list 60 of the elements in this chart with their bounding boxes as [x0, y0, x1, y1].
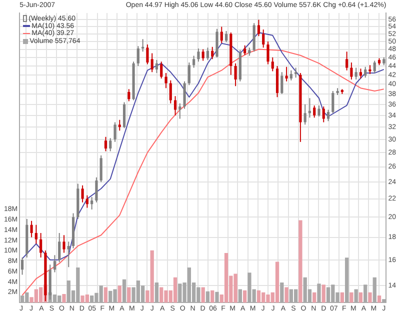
candlestick: [169, 80, 172, 104]
candlestick: [150, 52, 154, 73]
candlestick: [262, 29, 265, 48]
candlestick: [271, 56, 274, 72]
candlestick: [332, 90, 334, 114]
candlestick: [304, 104, 306, 126]
candlestick: [81, 184, 84, 203]
candlestick: [136, 46, 140, 66]
candlestick: [164, 72, 168, 89]
candlestick: [62, 234, 66, 254]
candlestick: [53, 254, 56, 273]
candlestick: [266, 40, 270, 65]
candlestick: [155, 59, 158, 74]
candlestick: [326, 109, 330, 122]
candlestick: [90, 196, 94, 210]
candlestick: [313, 104, 316, 118]
candlestick: [280, 72, 284, 95]
candlestick: [30, 220, 33, 238]
candlestick: [188, 62, 190, 86]
candlestick: [346, 51, 348, 71]
candlestick: [192, 55, 196, 68]
candlestick: [364, 66, 367, 78]
candlestick: [294, 67, 298, 78]
candlestick: [285, 66, 288, 82]
candlestick: [20, 256, 24, 276]
candlestick: [174, 96, 177, 116]
candlestick: [118, 119, 121, 132]
candlestick: [206, 47, 210, 60]
candlestick: [359, 68, 362, 80]
candlestick: [202, 48, 204, 62]
candlestick: [224, 30, 228, 43]
candlestick: [34, 224, 38, 244]
candlestick: [197, 48, 200, 62]
candlestick: [354, 67, 358, 80]
candlestick: [318, 104, 320, 117]
candlestick: [122, 102, 126, 129]
candlestick: [128, 88, 130, 102]
candlestick: [86, 194, 88, 208]
candlestick: [322, 106, 325, 123]
candlestick: [234, 62, 237, 87]
candlestick: [350, 62, 353, 80]
candlestick: [95, 176, 98, 203]
candlestick: [114, 122, 116, 142]
candlestick: [178, 102, 182, 120]
candlestick: [211, 46, 214, 60]
candlestick: [244, 44, 246, 56]
candlestick: [67, 241, 70, 268]
candlestick: [109, 138, 112, 152]
candlestick: [160, 61, 163, 80]
candlestick: [142, 38, 144, 52]
candlestick: [40, 232, 42, 258]
candlestick: [373, 60, 376, 74]
candlestick: [104, 136, 108, 152]
candlestick: [290, 70, 292, 81]
candlestick: [100, 154, 102, 183]
candlestick: [58, 232, 61, 263]
candlestick: [146, 44, 149, 65]
candlestick: [183, 80, 186, 110]
candlestick: [257, 19, 260, 37]
candlestick: [220, 26, 223, 44]
